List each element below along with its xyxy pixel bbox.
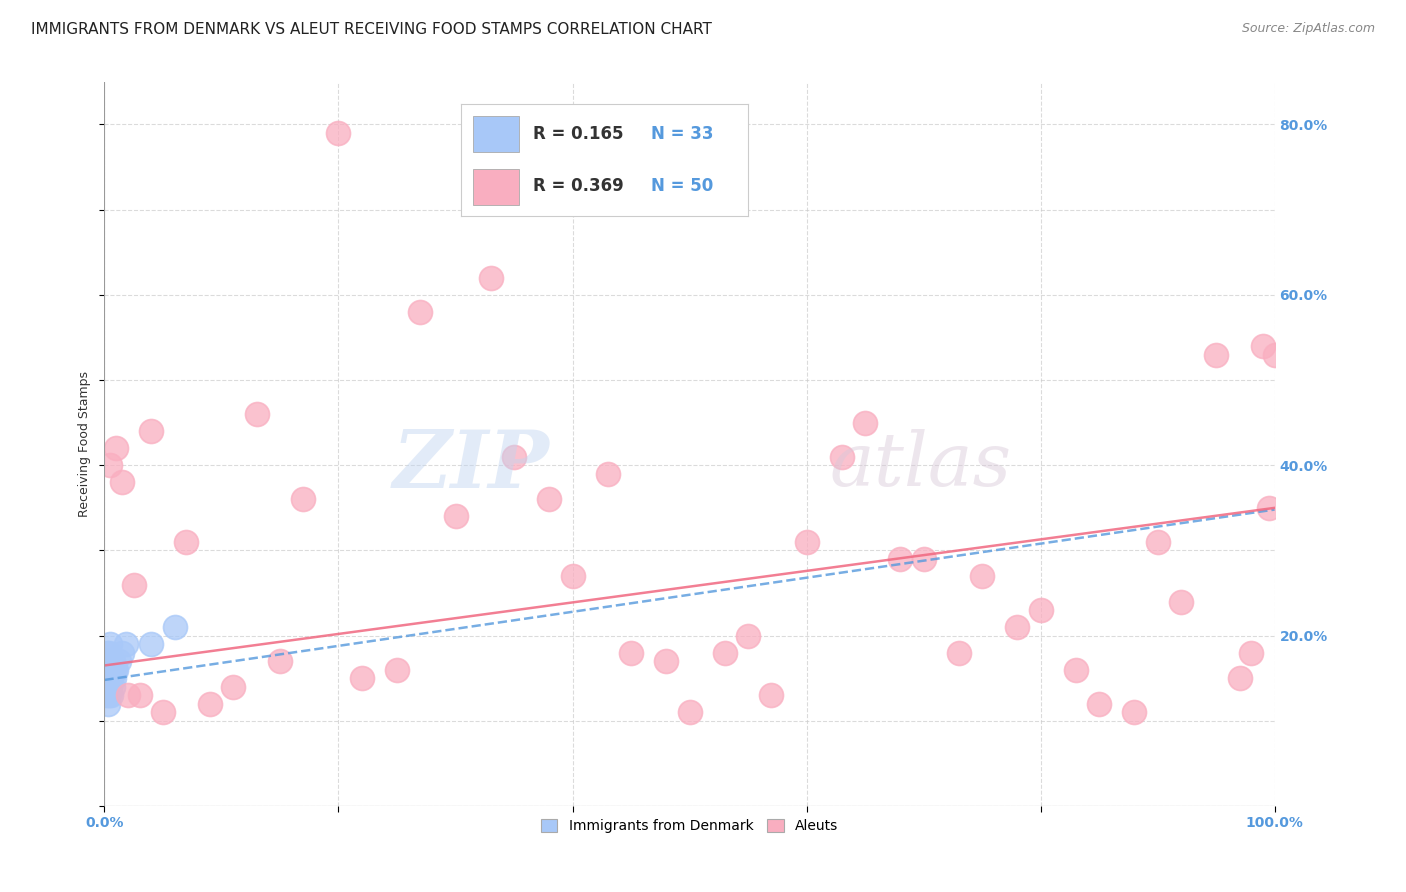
Point <box>409 305 432 319</box>
Point <box>713 646 735 660</box>
Point <box>96 654 118 668</box>
Point <box>97 697 120 711</box>
Point <box>98 688 121 702</box>
Point <box>97 663 120 677</box>
Point <box>163 620 186 634</box>
Point <box>503 450 526 464</box>
Point <box>737 629 759 643</box>
Y-axis label: Receiving Food Stamps: Receiving Food Stamps <box>79 371 91 517</box>
Point <box>97 671 120 685</box>
Point <box>620 646 643 660</box>
Point <box>100 663 122 677</box>
Point <box>761 688 783 702</box>
Point <box>105 663 128 677</box>
Point <box>97 654 120 668</box>
Point <box>198 697 221 711</box>
Point <box>1229 671 1251 685</box>
Point <box>141 637 163 651</box>
Point <box>1123 706 1146 720</box>
Text: atlas: atlas <box>830 429 1012 502</box>
Point <box>444 509 467 524</box>
Point <box>1029 603 1052 617</box>
Point <box>98 680 121 694</box>
Point <box>152 706 174 720</box>
Point <box>1064 663 1087 677</box>
Text: Source: ZipAtlas.com: Source: ZipAtlas.com <box>1241 22 1375 36</box>
Point <box>889 552 911 566</box>
Point <box>1257 500 1279 515</box>
Point <box>948 646 970 660</box>
Point <box>96 680 118 694</box>
Legend: Immigrants from Denmark, Aleuts: Immigrants from Denmark, Aleuts <box>536 814 844 838</box>
Point <box>796 535 818 549</box>
Point <box>111 475 134 490</box>
Point <box>678 706 700 720</box>
Point <box>1264 347 1286 361</box>
Point <box>245 407 267 421</box>
Point <box>561 569 583 583</box>
Point <box>1240 646 1263 660</box>
Point <box>96 646 118 660</box>
Point <box>98 680 121 694</box>
Point <box>97 680 120 694</box>
Point <box>101 654 124 668</box>
Point <box>538 492 561 507</box>
Point <box>98 663 121 677</box>
Point <box>970 569 993 583</box>
Point <box>1005 620 1028 634</box>
Point <box>98 646 121 660</box>
Point <box>141 424 163 438</box>
Text: IMMIGRANTS FROM DENMARK VS ALEUT RECEIVING FOOD STAMPS CORRELATION CHART: IMMIGRANTS FROM DENMARK VS ALEUT RECEIVI… <box>31 22 711 37</box>
Point <box>479 270 502 285</box>
Point <box>107 654 129 668</box>
Point <box>1088 697 1111 711</box>
Point <box>94 688 117 702</box>
Point <box>831 450 853 464</box>
Text: ZIP: ZIP <box>392 427 550 505</box>
Point <box>94 671 117 685</box>
Point <box>1251 339 1274 353</box>
Point <box>111 646 134 660</box>
Point <box>100 671 122 685</box>
Point <box>1146 535 1168 549</box>
Point <box>117 688 139 702</box>
Point <box>292 492 315 507</box>
Point <box>114 637 136 651</box>
Point <box>101 680 124 694</box>
Point <box>94 663 117 677</box>
Point <box>128 688 150 702</box>
Point <box>596 467 619 481</box>
Point <box>328 126 350 140</box>
Point <box>100 688 122 702</box>
Point <box>350 671 373 685</box>
Point <box>655 654 678 668</box>
Point <box>122 577 145 591</box>
Point <box>98 458 121 473</box>
Point <box>98 637 121 651</box>
Point <box>96 663 118 677</box>
Point <box>912 552 935 566</box>
Point <box>104 663 127 677</box>
Point <box>1205 347 1227 361</box>
Point <box>176 535 198 549</box>
Point <box>1170 594 1192 608</box>
Point <box>385 663 408 677</box>
Point <box>98 654 121 668</box>
Point <box>853 416 876 430</box>
Point <box>269 654 291 668</box>
Point <box>98 671 121 685</box>
Point <box>222 680 245 694</box>
Point <box>105 441 128 455</box>
Point <box>103 671 125 685</box>
